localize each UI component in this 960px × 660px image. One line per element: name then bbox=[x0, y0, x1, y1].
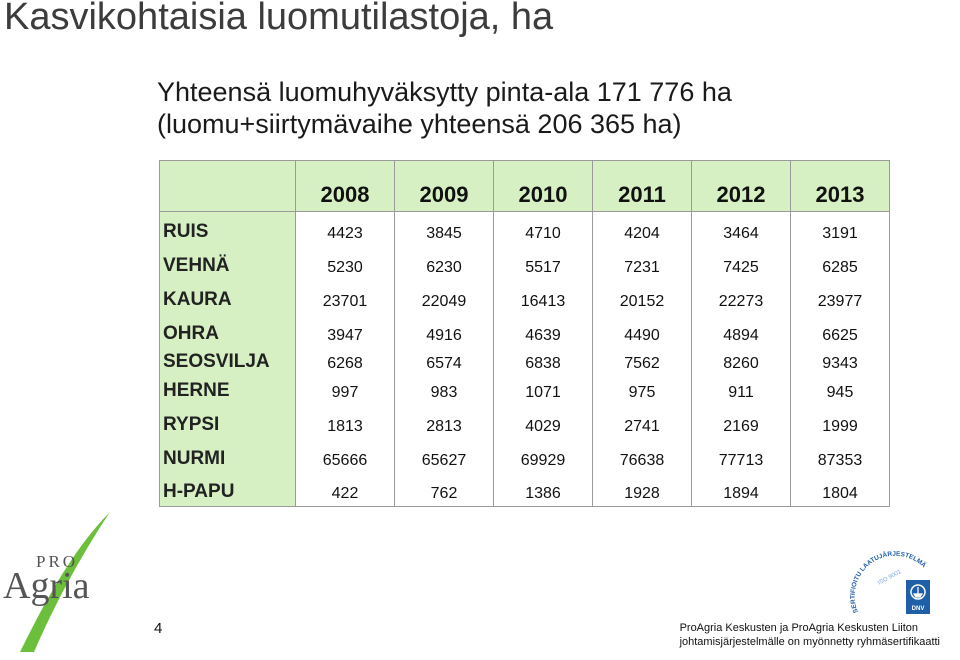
value-cell: 87353 bbox=[790, 438, 890, 473]
value-cell: 5230 bbox=[295, 245, 395, 280]
statistics-table: 2008 2009 2010 2011 2012 2013 RUIS 4423 38… bbox=[159, 160, 890, 507]
value-cell: 4490 bbox=[592, 313, 692, 348]
value-cell: 3845 bbox=[394, 211, 494, 246]
value-cell: 997 bbox=[295, 375, 395, 405]
value-cell: 9343 bbox=[790, 347, 890, 376]
proagria-logo: PRO Agria bbox=[3, 512, 110, 652]
year-header: 2013 bbox=[790, 160, 890, 212]
value-cell: 4029 bbox=[493, 404, 593, 439]
year-header: 2008 bbox=[295, 160, 395, 212]
table-row: KAURA 23701 22049 16413 20152 22273 23977 bbox=[159, 279, 890, 314]
year-header: 2010 bbox=[493, 160, 593, 212]
value-cell: 22049 bbox=[394, 279, 494, 314]
row-label-cell: KAURA bbox=[159, 279, 296, 314]
value-cell: 4894 bbox=[691, 313, 791, 348]
dnv-emblem-icon bbox=[910, 584, 926, 600]
value-cell: 945 bbox=[790, 375, 890, 405]
table-row: HERNE 997 983 1071 975 911 945 bbox=[159, 375, 890, 405]
logo-agria-text: Agria bbox=[3, 565, 90, 607]
value-cell: 1894 bbox=[691, 472, 791, 507]
value-cell: 5517 bbox=[493, 245, 593, 280]
year-header: 2012 bbox=[691, 160, 791, 212]
value-cell: 1928 bbox=[592, 472, 692, 507]
value-cell: 23977 bbox=[790, 279, 890, 314]
value-cell: 422 bbox=[295, 472, 395, 507]
subtitle-line-1: Yhteensä luomuhyväksytty pinta-ala 171 7… bbox=[157, 77, 732, 107]
logo-pro-text: PRO bbox=[36, 552, 78, 571]
value-cell: 6574 bbox=[394, 347, 494, 376]
value-cell: 4710 bbox=[493, 211, 593, 246]
value-cell: 23701 bbox=[295, 279, 395, 314]
value-cell: 3947 bbox=[295, 313, 395, 348]
value-cell: 3191 bbox=[790, 211, 890, 246]
dnv-ship-icon bbox=[912, 587, 924, 598]
value-cell: 975 bbox=[592, 375, 692, 405]
row-label-cell: VEHNÄ bbox=[159, 245, 296, 280]
value-cell: 6268 bbox=[295, 347, 395, 376]
value-cell: 8260 bbox=[691, 347, 791, 376]
value-cell: 4916 bbox=[394, 313, 494, 348]
page-number: 4 bbox=[154, 620, 163, 637]
value-cell: 7231 bbox=[592, 245, 692, 280]
year-header: 2011 bbox=[592, 160, 692, 212]
row-label-cell: SEOSVILJA bbox=[159, 347, 296, 376]
table-row: VEHNÄ 5230 6230 5517 7231 7425 6285 bbox=[159, 245, 890, 280]
subtitle-line-2: (luomu+siirtymävaihe yhteensä 206 365 ha… bbox=[157, 109, 682, 139]
value-cell: 3464 bbox=[691, 211, 791, 246]
value-cell: 69929 bbox=[493, 438, 593, 473]
row-label-cell: HERNE bbox=[159, 375, 296, 405]
value-cell: 4639 bbox=[493, 313, 593, 348]
value-cell: 76638 bbox=[592, 438, 692, 473]
value-cell: 1804 bbox=[790, 472, 890, 507]
row-label-cell: RUIS bbox=[159, 211, 296, 246]
footer-line-1: ProAgria Keskusten ja ProAgria Keskusten… bbox=[679, 622, 919, 634]
cert-iso-text: ISO 9001 bbox=[877, 569, 903, 587]
row-label-cell: OHRA bbox=[159, 313, 296, 348]
table-row: OHRA 3947 4916 4639 4490 4894 6625 bbox=[159, 313, 890, 348]
value-cell: 1813 bbox=[295, 404, 395, 439]
subtitle: Yhteensä luomuhyväksytty pinta-ala 171 7… bbox=[157, 76, 732, 140]
value-cell: 2813 bbox=[394, 404, 494, 439]
row-label-cell: H-PAPU bbox=[159, 472, 296, 507]
value-cell: 762 bbox=[394, 472, 494, 507]
value-cell: 2741 bbox=[592, 404, 692, 439]
value-cell: 4204 bbox=[592, 211, 692, 246]
value-cell: 7425 bbox=[691, 245, 791, 280]
value-cell: 1071 bbox=[493, 375, 593, 405]
value-cell: 7562 bbox=[592, 347, 692, 376]
value-cell: 4423 bbox=[295, 211, 395, 246]
value-cell: 6285 bbox=[790, 245, 890, 280]
footer-note: ProAgria Keskusten ja ProAgria Keskusten… bbox=[680, 621, 940, 649]
value-cell: 65666 bbox=[295, 438, 395, 473]
year-header: 2009 bbox=[394, 160, 494, 212]
table-row: NURMI 65666 65627 69929 76638 77713 87353 bbox=[159, 438, 890, 473]
table-row: RYPSI 1813 2813 4029 2741 2169 1999 bbox=[159, 404, 890, 439]
cert-dnv-text: DNV bbox=[912, 606, 925, 612]
value-cell: 20152 bbox=[592, 279, 692, 314]
value-cell: 6625 bbox=[790, 313, 890, 348]
row-label-cell: RYPSI bbox=[159, 404, 296, 439]
value-cell: 6230 bbox=[394, 245, 494, 280]
leaf-swoosh-icon bbox=[20, 512, 110, 652]
value-cell: 6838 bbox=[493, 347, 593, 376]
value-cell: 65627 bbox=[394, 438, 494, 473]
value-cell: 983 bbox=[394, 375, 494, 405]
table-row: SEOSVILJA 6268 6574 6838 7562 8260 9343 bbox=[159, 347, 890, 376]
value-cell: 16413 bbox=[493, 279, 593, 314]
table-row: H-PAPU 422 762 1386 1928 1894 1804 bbox=[159, 472, 890, 507]
table-corner-cell bbox=[159, 160, 296, 212]
footer-line-2: johtamisjärjestelmälle on myönnetty ryhm… bbox=[679, 636, 940, 648]
value-cell: 2169 bbox=[691, 404, 791, 439]
value-cell: 1999 bbox=[790, 404, 890, 439]
value-cell: 77713 bbox=[691, 438, 791, 473]
certification-logo: SERTIFIOITU LAATUJÄRJESTELMÄ ISO 9001 DN… bbox=[850, 550, 930, 614]
table-header-row: 2008 2009 2010 2011 2012 2013 bbox=[159, 160, 890, 212]
value-cell: 22273 bbox=[691, 279, 791, 314]
value-cell: 1386 bbox=[493, 472, 593, 507]
page-title: Kasvikohtaisia luomutilastoja, ha bbox=[4, 0, 554, 38]
table-row: RUIS 4423 3845 4710 4204 3464 3191 bbox=[159, 211, 890, 246]
value-cell: 911 bbox=[691, 375, 791, 405]
row-label-cell: NURMI bbox=[159, 438, 296, 473]
